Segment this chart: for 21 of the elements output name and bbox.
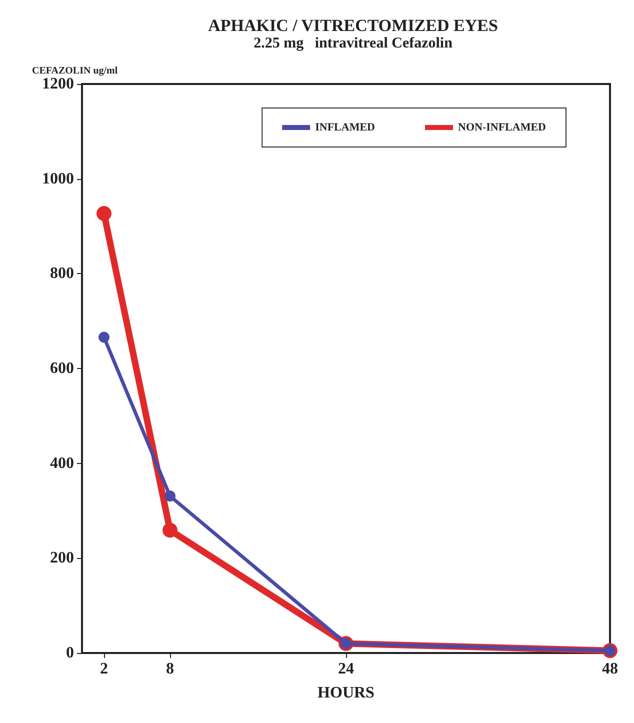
y-tick-label: 600 xyxy=(50,360,74,377)
point xyxy=(164,490,176,502)
y-axis-title: CEFAZOLIN ug/ml xyxy=(32,66,118,77)
y-tick-label: 1200 xyxy=(42,76,74,92)
y-tick-label: 800 xyxy=(50,265,74,282)
legend-label: NON-INFLAMED xyxy=(458,122,546,134)
x-tick-label: 2 xyxy=(100,660,108,678)
y-tick-label: 200 xyxy=(50,550,74,567)
y-tick-label: 400 xyxy=(50,454,74,472)
x-tick-label: 24 xyxy=(338,660,354,678)
x-tick-label: 48 xyxy=(602,660,618,678)
point xyxy=(96,206,112,221)
legend-label: INFLAMED xyxy=(315,122,376,134)
y-tick-label: 0 xyxy=(66,644,74,662)
chart-title: APHAKIC / VITRECTOMIZED EYES xyxy=(208,16,498,35)
chart-subtitle: 2.25 mg intravitreal Cefazolin xyxy=(254,36,454,52)
point xyxy=(98,332,110,343)
x-axis-title: HOURS xyxy=(318,684,375,702)
x-tick-label: 8 xyxy=(166,660,174,678)
y-tick-label: 1000 xyxy=(42,170,74,188)
point xyxy=(162,522,178,538)
